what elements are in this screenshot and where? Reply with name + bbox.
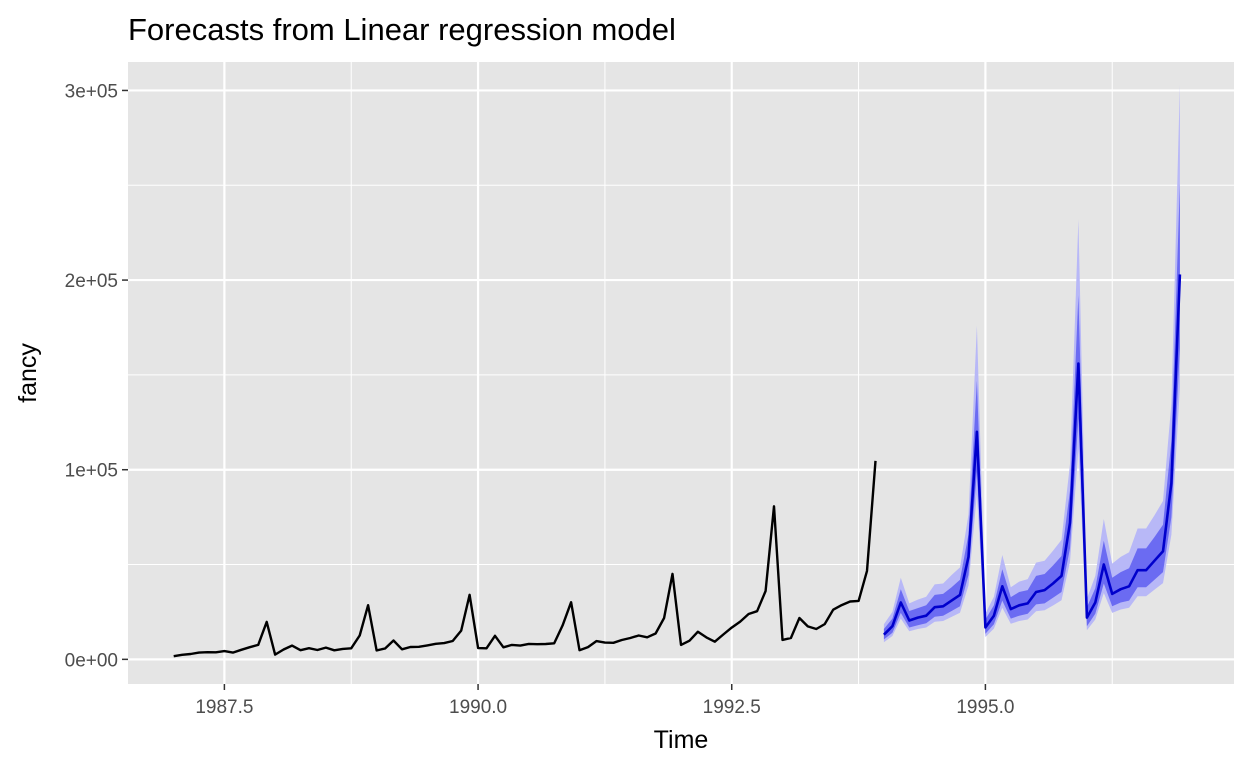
y-tick-label: 2e+05: [65, 271, 118, 292]
x-axis-title: Time: [654, 726, 709, 754]
x-tick-label: 1990.0: [449, 697, 507, 718]
y-tick-label: 1e+05: [65, 461, 118, 482]
forecast-mean-line: [882, 274, 1182, 636]
y-axis-title: fancy: [14, 343, 42, 403]
prediction-intervals: [883, 84, 1180, 643]
y-tick-label: 0e+00: [65, 650, 118, 671]
plot-panel: [128, 62, 1234, 684]
x-tick-label: 1995.0: [956, 697, 1014, 718]
y-axis: 0e+00 1e+05 2e+05 3e+05: [65, 81, 128, 671]
x-tick-label: 1992.5: [703, 697, 761, 718]
observed-series-line: [173, 460, 877, 658]
chart-title: Forecasts from Linear regression model: [128, 12, 676, 47]
y-tick-label: 3e+05: [65, 81, 118, 102]
x-tick-label: 1987.5: [195, 697, 253, 718]
x-axis: 1987.5 1990.0 1992.5 1995.0: [195, 684, 1014, 718]
band-95-percent: [883, 84, 1180, 643]
grid-lines: [128, 62, 1234, 684]
